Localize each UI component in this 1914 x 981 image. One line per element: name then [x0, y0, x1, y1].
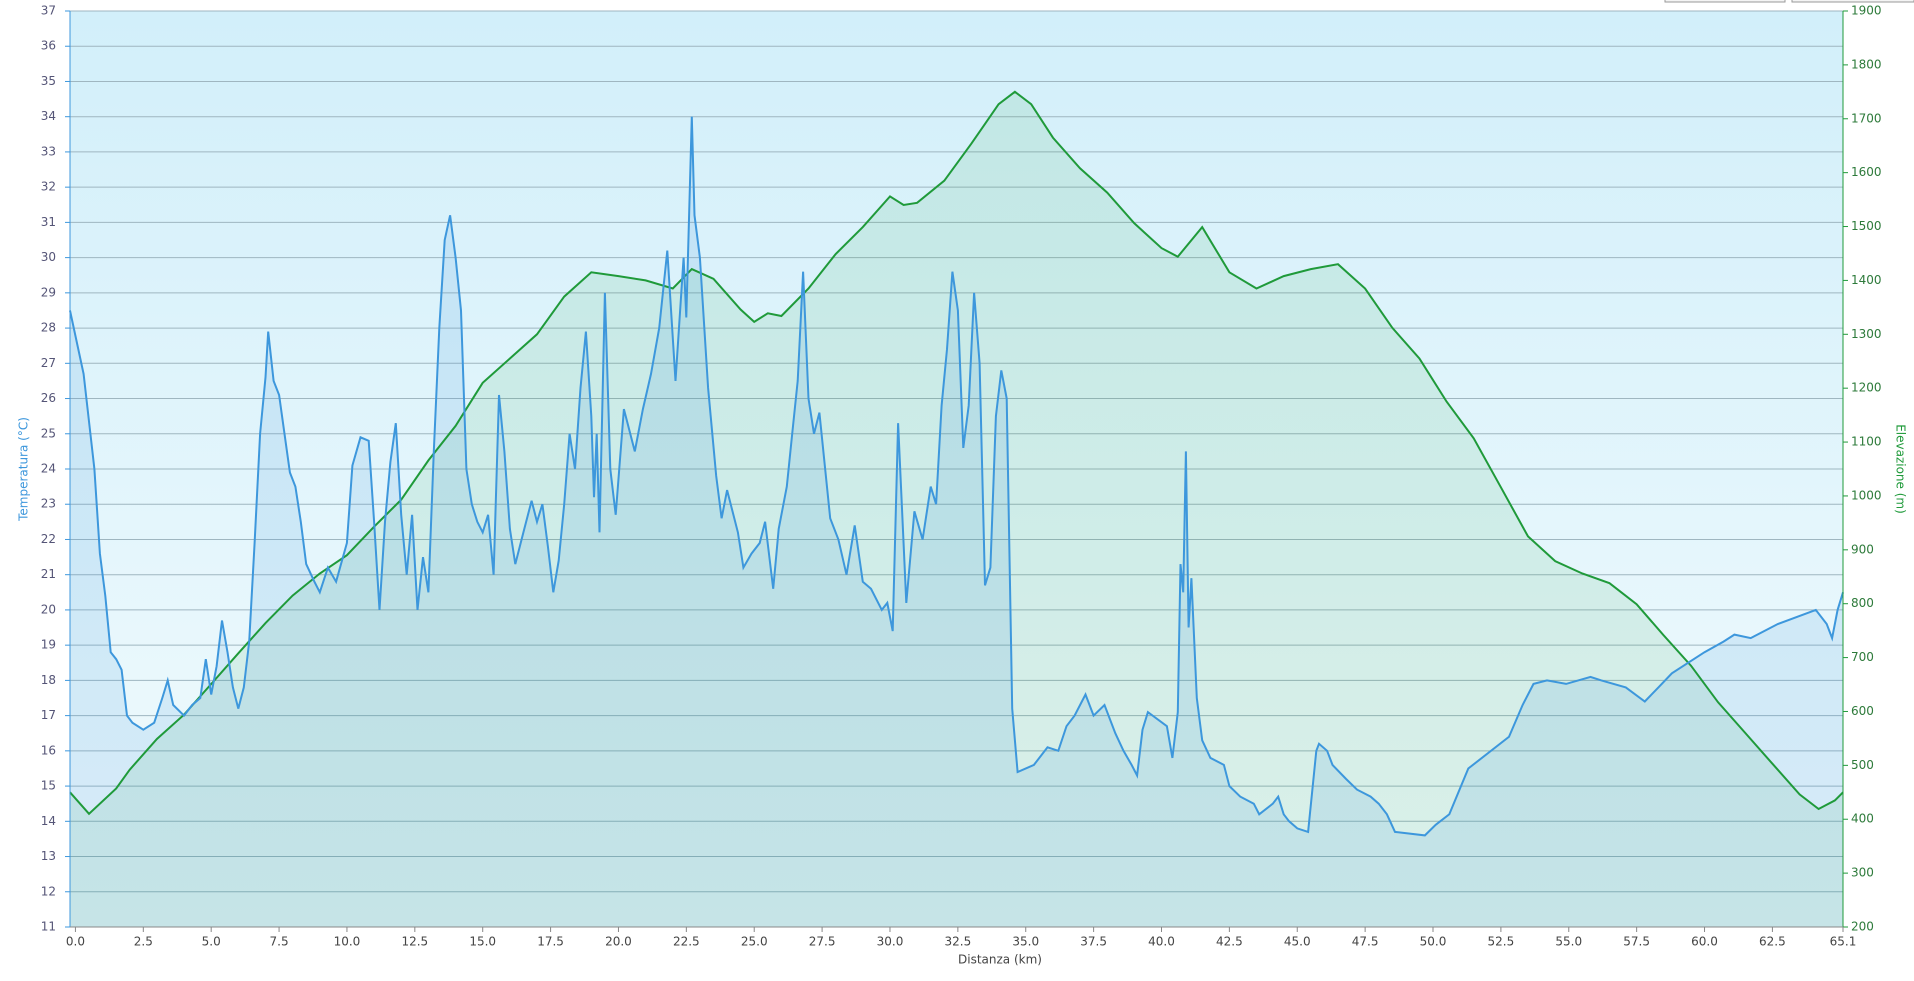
- y2-tick-label: 1000: [1851, 488, 1882, 502]
- y2-tick-label: 1400: [1851, 273, 1882, 287]
- x-tick-label: 5.0: [202, 935, 221, 949]
- y-tick-label: 26: [41, 391, 56, 405]
- y2-tick-label: 1100: [1851, 435, 1882, 449]
- x-tick-label: 7.5: [270, 935, 289, 949]
- x-tick-label: 55.0: [1555, 935, 1582, 949]
- x-tick-label: 10.0: [334, 935, 361, 949]
- x-tick-label: 20.0: [605, 935, 632, 949]
- y-tick-label: 17: [41, 708, 56, 722]
- x-tick-label: 65.1: [1830, 935, 1857, 949]
- y2-tick-label: 900: [1851, 542, 1874, 556]
- y-tick-label: 20: [41, 602, 56, 616]
- y-tick-label: 28: [41, 321, 56, 335]
- y-tick-label: 15: [41, 779, 56, 793]
- x-tick-label: 60.0: [1691, 935, 1718, 949]
- x-tick-label: 50.0: [1420, 935, 1447, 949]
- y-tick-label: 11: [41, 920, 56, 934]
- x-tick-label: 30.0: [877, 935, 904, 949]
- y2-tick-label: 600: [1851, 704, 1874, 718]
- y2-tick-label: 1800: [1851, 57, 1882, 71]
- y-tick-label: 31: [41, 215, 56, 229]
- x-tick-label: 40.0: [1148, 935, 1175, 949]
- toolbar-button[interactable]: [1664, 0, 1786, 3]
- y2-tick-label: 1900: [1851, 4, 1882, 18]
- x-tick-label: 12.5: [401, 935, 428, 949]
- x-axis-title: Distanza (km): [958, 953, 1042, 967]
- y2-tick-label: 1300: [1851, 327, 1882, 341]
- x-tick-label: 57.5: [1623, 935, 1650, 949]
- y-tick-label: 18: [41, 673, 56, 687]
- y-tick-label: 30: [41, 250, 56, 264]
- y-tick-label: 23: [41, 497, 56, 511]
- y-tick-label: 13: [41, 849, 56, 863]
- y-tick-label: 34: [41, 109, 56, 123]
- x-tick-label: 45.0: [1284, 935, 1311, 949]
- x-tick-label: 15.0: [469, 935, 496, 949]
- area-fill: [70, 91, 1843, 928]
- y-tick-label: 21: [41, 567, 56, 581]
- y-tick-label: 24: [41, 462, 56, 476]
- y2-tick-label: 400: [1851, 812, 1874, 826]
- y-tick-label: 33: [41, 144, 56, 158]
- y2-tick-label: 1500: [1851, 219, 1882, 233]
- area-fill: [70, 116, 1843, 927]
- y-tick-label: 37: [41, 4, 56, 18]
- x-tick-label: 52.5: [1488, 935, 1515, 949]
- y2-tick-label: 300: [1851, 866, 1874, 880]
- y-tick-label: 25: [41, 426, 56, 440]
- toolbar-button[interactable]: [1791, 0, 1914, 3]
- x-tick-label: 35.0: [1012, 935, 1039, 949]
- x-tick-label: 42.5: [1216, 935, 1243, 949]
- y2-tick-label: 1600: [1851, 165, 1882, 179]
- x-tick-label: 0.0: [66, 935, 85, 949]
- y-tick-label: 32: [41, 180, 56, 194]
- x-tick-label: 2.5: [134, 935, 153, 949]
- x-tick-label: 22.5: [673, 935, 700, 949]
- y-tick-label: 19: [41, 638, 56, 652]
- y-tick-label: 22: [41, 532, 56, 546]
- y-tick-label: 36: [41, 39, 56, 53]
- x-tick-label: 17.5: [537, 935, 564, 949]
- x-tick-label: 47.5: [1352, 935, 1379, 949]
- x-tick-label: 25.0: [741, 935, 768, 949]
- y2-tick-label: 700: [1851, 650, 1874, 664]
- y2-tick-label: 800: [1851, 596, 1874, 610]
- y-tick-label: 16: [41, 743, 56, 757]
- y-axis-title: Temperatura (°C): [17, 417, 31, 522]
- y-tick-label: 35: [41, 74, 56, 88]
- y-tick-label: 12: [41, 884, 56, 898]
- y2-tick-label: 1200: [1851, 381, 1882, 395]
- y-tick-label: 14: [41, 814, 56, 828]
- data-line: [69, 116, 1844, 837]
- x-tick-label: 37.5: [1080, 935, 1107, 949]
- y-tick-label: 27: [41, 356, 56, 370]
- x-tick-label: 62.5: [1759, 935, 1786, 949]
- x-tick-label: 27.5: [809, 935, 836, 949]
- y2-tick-label: 1700: [1851, 111, 1882, 125]
- y2-tick-label: 200: [1851, 920, 1874, 934]
- y-tick-label: 29: [41, 285, 56, 299]
- x-tick-label: 32.5: [944, 935, 971, 949]
- y2-tick-label: 500: [1851, 758, 1874, 772]
- y2-axis-title: Elevazione (m): [1894, 424, 1908, 514]
